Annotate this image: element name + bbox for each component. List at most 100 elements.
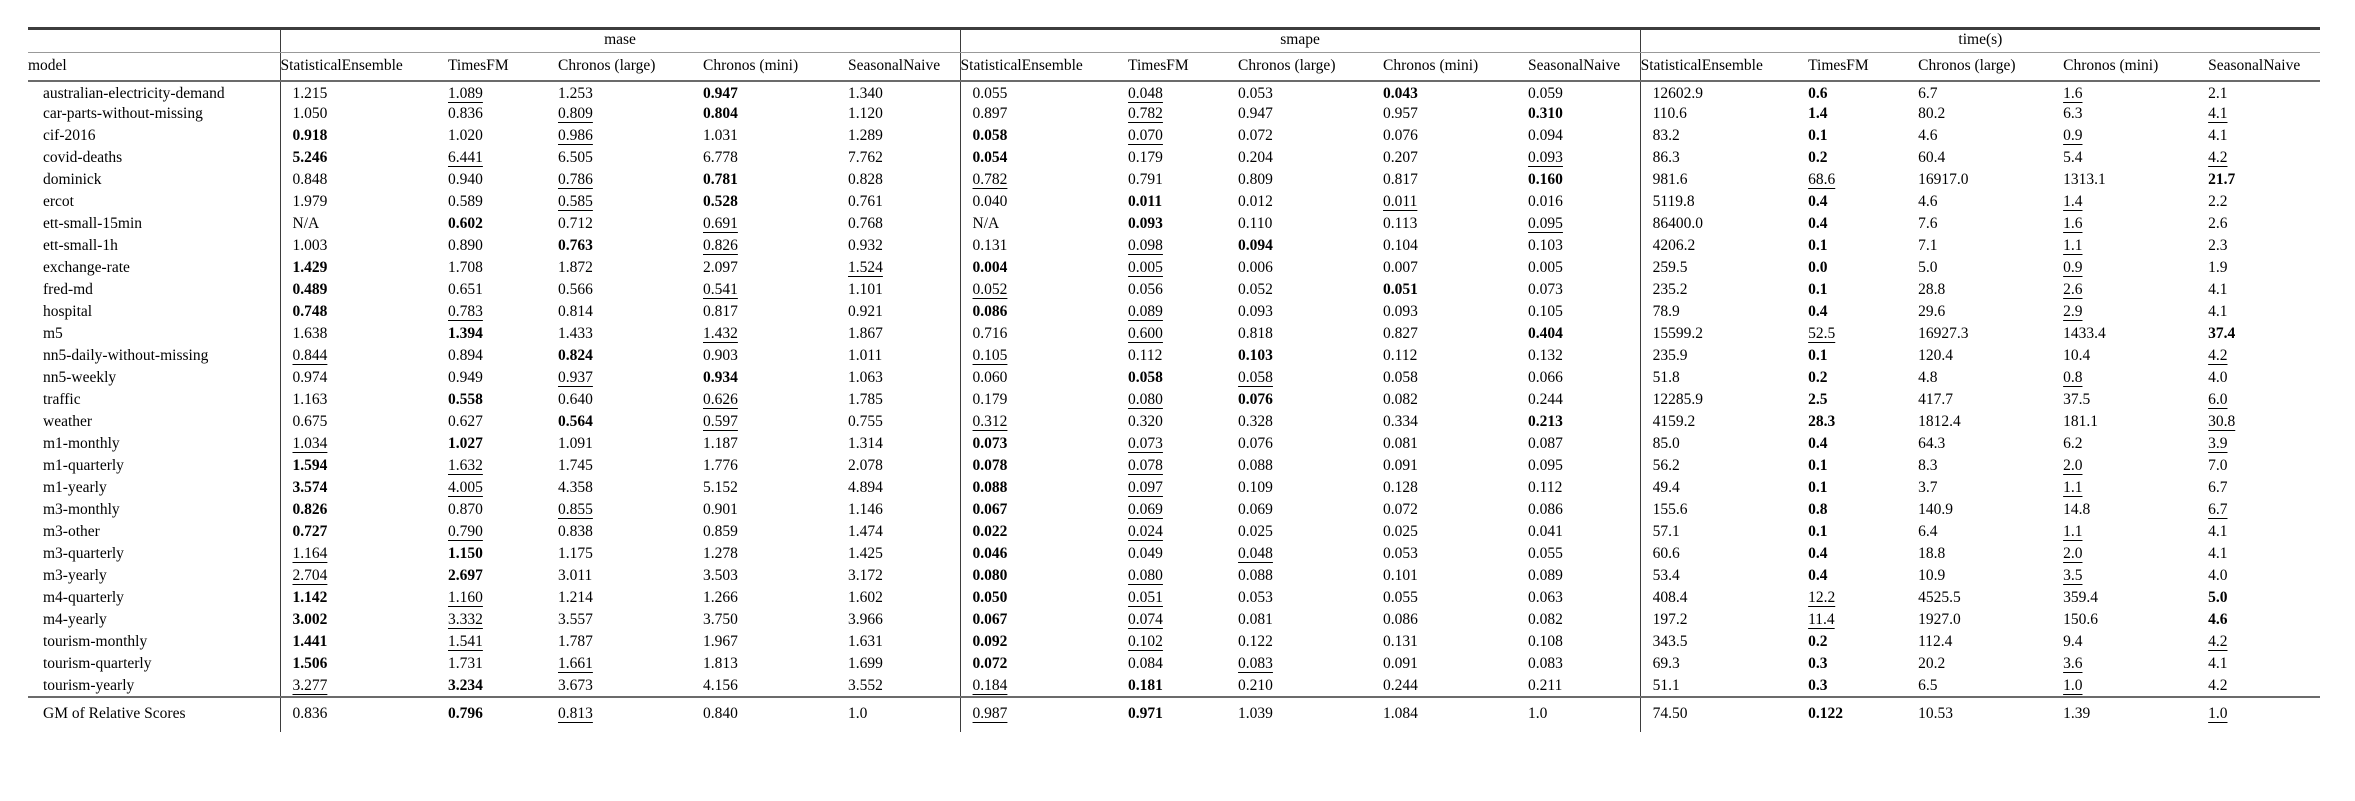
metric-cell: 0.025 [1383, 521, 1528, 543]
value: 4.0 [2208, 369, 2228, 386]
value: 0.016 [1528, 193, 1563, 210]
best-value: 1.142 [292, 589, 328, 606]
value: 4.1 [2208, 127, 2228, 144]
metric-cell: 0.102 [1128, 631, 1238, 653]
metric-cell: 235.2 [1639, 279, 1809, 301]
value: 2.1 [2208, 85, 2228, 102]
metric-cell: 56.2 [1639, 455, 1809, 477]
metric-cell: 0.160 [1528, 169, 1640, 191]
second-best-value: 0.600 [1128, 325, 1163, 342]
metric-cell: 0.006 [1238, 257, 1383, 279]
dataset-row: traffic 1.163 0.558 0.640 0.626 1.785 0.179 0.0… [28, 389, 2320, 411]
metric-cell: 0.1 [1808, 521, 1918, 543]
column-header: Chronos (large) [1918, 52, 2064, 82]
metric-cell: 1.187 [703, 433, 848, 455]
metric-cell: 1313.1 [2063, 169, 2208, 191]
metric-cell: 0.179 [1128, 147, 1238, 169]
metric-cell: 0.007 [1383, 257, 1528, 279]
value: 2.6 [2208, 215, 2228, 232]
second-best-value: 0.809 [558, 105, 593, 122]
second-best-value: 4.1 [2208, 105, 2228, 122]
metric-cell: 0.105 [959, 345, 1129, 367]
best-value: 0.1 [1808, 127, 1828, 144]
metric-cell: 0.870 [448, 499, 558, 521]
metric-cell: 1.594 [279, 455, 448, 477]
best-value: 0.1 [1808, 281, 1828, 298]
metric-cell: 12602.9 [1639, 81, 1809, 103]
best-value: 0.1 [1808, 479, 1828, 496]
second-best-value: 0.080 [1128, 567, 1163, 584]
metric-cell: 0.244 [1528, 389, 1640, 411]
second-best-value: 3.277 [292, 676, 328, 694]
best-value: 0.4 [1808, 303, 1828, 320]
metric-cell: 6.441 [448, 147, 558, 169]
metric-cell: 1.003 [279, 235, 448, 257]
best-value: 21.7 [2208, 171, 2236, 188]
metric-cell: 9.4 [2063, 631, 2208, 653]
value: 12602.9 [1652, 85, 1703, 102]
value: 1.031 [703, 127, 738, 144]
metric-cell: 0.949 [448, 367, 558, 389]
dataset-row: m3-quarterly 1.164 1.150 1.175 1.278 1.425 0.0… [28, 543, 2320, 565]
row-label: covid-deaths [43, 149, 123, 166]
metric-cell: 68.6 [1808, 169, 1918, 191]
metric-cell: 0.824 [558, 345, 703, 367]
metric-cell: 0.813 [558, 696, 703, 732]
metric-cell: 28.3 [1808, 411, 1918, 433]
metric-cell: 0.761 [848, 191, 960, 213]
value: 1.813 [703, 655, 738, 672]
row-label: australian-electricity-demand [43, 85, 225, 102]
value: 0.932 [848, 237, 883, 254]
column-header: Chronos (large) [558, 52, 703, 82]
metric-cell: 6.5 [1918, 675, 2063, 697]
best-value: 0.528 [703, 193, 738, 210]
metric-cell: 3.7 [1918, 477, 2063, 499]
metric-cell: 0.076 [1238, 389, 1383, 411]
metric-cell: 408.4 [1639, 587, 1809, 609]
metric-cell: 0.597 [703, 411, 848, 433]
metric-cell: 0.796 [448, 696, 558, 732]
metric-cell: 0.921 [848, 301, 960, 323]
metric-cell: 0.088 [959, 477, 1129, 499]
best-value: 0.088 [972, 479, 1008, 496]
value: 7.6 [1918, 215, 1938, 232]
metric-cell: 4.894 [848, 477, 960, 499]
metric-cell: 0.058 [1238, 367, 1383, 389]
metric-cell: 60.6 [1639, 543, 1809, 565]
value: 8.3 [1918, 457, 1938, 474]
metric-cell: 0.072 [1238, 125, 1383, 147]
metric-cell: 0.109 [1238, 477, 1383, 499]
value: 51.8 [1652, 369, 1680, 386]
metric-cell: 1.506 [279, 653, 448, 675]
value: 5119.8 [1652, 193, 1695, 210]
value: 0.947 [1238, 105, 1273, 122]
metric-cell: 2.9 [2063, 301, 2208, 323]
metric-cell: 0.076 [1238, 433, 1383, 455]
metric-cell: 0.052 [1238, 279, 1383, 301]
value: 0.082 [1383, 391, 1418, 408]
metric-cell: 417.7 [1918, 389, 2063, 411]
metric-cell: 5.4 [2063, 147, 2208, 169]
second-best-value: 0.987 [972, 705, 1008, 722]
metric-cell: 0.826 [279, 499, 448, 521]
metric-cell: 3.234 [448, 675, 558, 697]
value: 0.320 [1128, 413, 1163, 430]
value: 1.278 [703, 545, 738, 562]
metric-cell: 7.0 [2208, 455, 2320, 477]
value: 4.1 [2208, 303, 2228, 320]
metric-cell: 1.289 [848, 125, 960, 147]
value: 4.2 [2208, 676, 2228, 694]
metric-cell: 4.358 [558, 477, 703, 499]
metric-cell: 1.429 [279, 257, 448, 279]
metric-cell: 0.086 [1383, 609, 1528, 631]
best-value: 0.748 [292, 303, 328, 320]
metric-cell: 0.184 [959, 675, 1129, 697]
metric-cell: 28.8 [1918, 279, 2063, 301]
dataset-row: car-parts-without-missing 1.050 0.836 0.809… [28, 103, 2320, 125]
value: 4.0 [2208, 567, 2228, 584]
value: 1.979 [292, 193, 328, 210]
group-label-mase: mase [279, 28, 961, 53]
best-value: 0.086 [972, 303, 1008, 320]
best-value: 0.103 [1238, 347, 1273, 364]
metric-cell: 0.2 [1808, 631, 1918, 653]
